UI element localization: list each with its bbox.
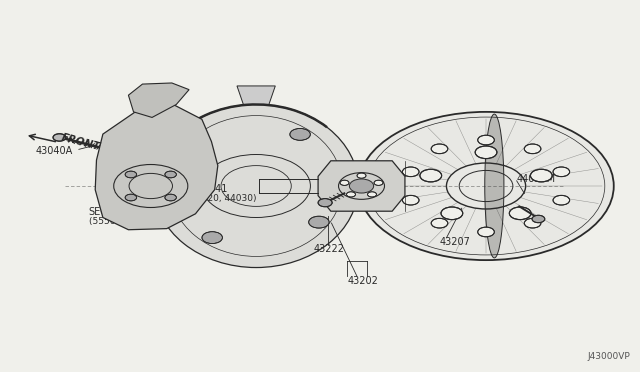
Circle shape — [340, 180, 349, 185]
Circle shape — [165, 194, 177, 201]
Circle shape — [403, 195, 419, 205]
Circle shape — [524, 218, 541, 228]
Circle shape — [53, 134, 66, 141]
Text: FRONT: FRONT — [60, 133, 101, 153]
Circle shape — [475, 146, 497, 158]
Circle shape — [477, 135, 494, 145]
Circle shape — [308, 216, 329, 228]
Circle shape — [477, 227, 494, 237]
Circle shape — [358, 112, 614, 260]
Ellipse shape — [154, 105, 358, 267]
Circle shape — [403, 167, 419, 177]
Circle shape — [532, 215, 545, 223]
Polygon shape — [95, 105, 218, 230]
Polygon shape — [318, 161, 405, 211]
Text: 43207: 43207 — [440, 237, 471, 247]
Circle shape — [420, 169, 442, 182]
Text: 44098M: 44098M — [516, 174, 556, 184]
Text: SEC.431: SEC.431 — [89, 207, 129, 217]
Circle shape — [202, 232, 223, 244]
Circle shape — [441, 207, 463, 219]
Circle shape — [524, 144, 541, 154]
Circle shape — [357, 173, 366, 178]
Circle shape — [553, 195, 570, 205]
Circle shape — [183, 144, 204, 156]
Polygon shape — [237, 86, 275, 105]
Text: (44020, 44030): (44020, 44030) — [187, 194, 257, 203]
Text: 43222: 43222 — [314, 244, 344, 254]
Circle shape — [431, 218, 448, 228]
Text: 43040A: 43040A — [36, 146, 73, 156]
Text: SEC.441: SEC.441 — [187, 184, 228, 194]
Circle shape — [125, 194, 137, 201]
Circle shape — [318, 199, 332, 207]
Circle shape — [290, 128, 310, 140]
Circle shape — [349, 179, 374, 193]
Circle shape — [367, 192, 376, 197]
Circle shape — [165, 171, 177, 178]
Circle shape — [346, 192, 355, 197]
Text: 43202: 43202 — [348, 276, 378, 285]
Polygon shape — [129, 83, 189, 118]
Ellipse shape — [484, 114, 504, 258]
Circle shape — [553, 167, 570, 177]
Circle shape — [531, 169, 552, 182]
Circle shape — [125, 171, 137, 178]
Circle shape — [374, 180, 383, 185]
Text: J43000VP: J43000VP — [587, 352, 630, 361]
Circle shape — [509, 207, 531, 219]
Circle shape — [431, 144, 448, 154]
Text: (55501, 55502): (55501, 55502) — [89, 217, 159, 226]
